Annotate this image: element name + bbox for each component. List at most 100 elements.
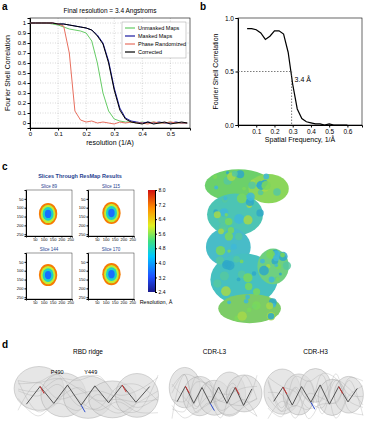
map-bump [283,262,291,270]
tick-label: 1 [23,20,27,26]
tick: 0.3 [289,125,298,135]
map-bump [259,266,269,276]
tick-label: 0.1 [252,128,261,135]
side-chain [339,387,343,394]
tick: 0 [29,128,33,137]
tick: 0.5 [167,128,176,137]
tick-mark [142,128,143,131]
chart: 00.10.20.30.40.500.10.20.30.40.50.60.70.… [2,1,191,147]
tick-mark [28,123,31,124]
tick: 200 [17,223,26,228]
tick-label: 200 [121,237,128,242]
map-bump [235,233,242,240]
map-bump [275,264,281,270]
map-bump [233,256,240,263]
tick: 200 [79,286,88,291]
tick-label: 250 [67,300,74,305]
map-bump [232,171,238,177]
tick: 0.3 [18,90,30,96]
tick: 50 [95,299,100,305]
tick: 250 [129,299,136,305]
tick: 50 [81,260,88,265]
slice-region [108,209,114,217]
tick-label: 100 [17,205,24,210]
map-bump [279,273,282,276]
tick-mark [155,292,157,293]
map-bump [242,187,246,191]
density-map [205,169,291,323]
tick-label: 1.0 [225,15,234,22]
axis: 50100150200250 [89,299,137,305]
map-bump [227,249,230,252]
tick-label: 0.5 [167,131,176,137]
map-bump [237,278,241,282]
map-bump [263,174,269,180]
side-chain [283,387,287,394]
tick-mark [114,128,115,131]
text: Corrected [138,49,162,55]
side-chain [210,404,214,411]
map-bump [213,280,221,288]
tick-mark [87,234,89,235]
tick-label: 0.1 [18,110,27,116]
tick: 150 [50,299,57,305]
tick-label: 0.4 [307,128,316,135]
axis-line [31,129,191,131]
slice-background [88,190,134,236]
tick-label: 250 [79,232,86,237]
text: Slice 115 [102,184,121,189]
tick-label: 50 [81,260,86,265]
plot-area [30,23,187,124]
plot-frame [30,18,190,128]
tick-label: 200 [17,223,24,228]
tick: 8.0 [155,187,166,193]
legend: Unmasked MapsMasked MapsPhase Randomized… [122,22,186,58]
slice-region [106,267,117,281]
map-bump [223,262,228,267]
tick-mark [25,199,27,200]
tick-mark [236,125,239,126]
colorbar [148,190,155,292]
slice-region [104,204,119,222]
tick-mark [28,33,31,34]
tick-mark [236,72,239,73]
text: Slices Through ResMap Results [38,173,122,179]
resolution-line [291,72,292,126]
tick: 0.6 [343,125,352,135]
text: CDR-H3 [303,348,328,355]
tick-label: 50 [95,300,100,305]
tick-label: 250 [129,237,136,242]
axis: 2.43.24.04.85.66.47.28.0 [155,187,166,295]
tick: 0.4 [139,128,148,137]
map-bump [252,271,256,275]
text: resolution (1/A) [86,139,133,147]
tick-label: 50 [81,197,86,202]
side-chain [81,405,85,412]
grid-line [30,93,190,94]
tick: 250 [79,295,88,300]
map-bump [260,259,265,264]
series-line [30,23,187,123]
tick-mark [28,53,31,54]
map-lobe [248,174,288,203]
slice-background [26,190,72,236]
map-bump [214,211,221,218]
tick-mark [155,205,157,206]
tick-label: 0.5 [325,128,334,135]
tick-label: 50 [95,237,100,242]
tick-mark [28,113,31,114]
text: Fourier Shell Correlation [4,35,11,111]
tick-mark [25,217,27,218]
tick-label: 250 [17,232,24,237]
axis: 50100150200250 [89,236,137,242]
plot-frame [238,18,362,125]
legend-swatch [125,43,135,44]
map-bump [252,301,261,310]
map-bump [269,277,275,283]
map-bump [256,209,263,216]
tick-label: 0.2 [270,128,279,135]
tick: 100 [17,205,26,210]
density-mesh [172,375,257,402]
tick: 50 [33,236,38,242]
map-bump [243,215,252,224]
